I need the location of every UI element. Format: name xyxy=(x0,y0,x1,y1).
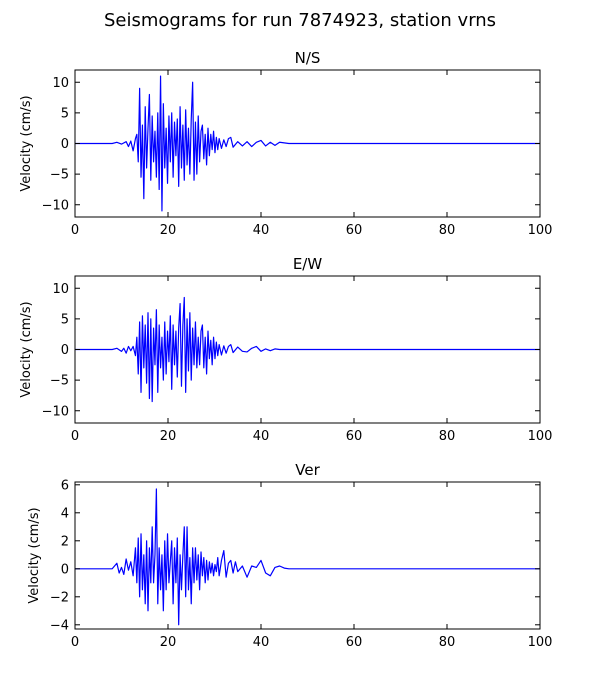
x-tick-label: 80 xyxy=(439,429,456,444)
y-tick-label: 5 xyxy=(61,312,69,327)
x-tick-label: 40 xyxy=(253,223,270,238)
y-axis-label: Velocity (cm/s) xyxy=(19,95,34,191)
y-tick-label: 0 xyxy=(61,562,69,577)
x-tick-label: 80 xyxy=(439,635,456,650)
x-tick-label: 60 xyxy=(346,429,363,444)
x-tick-label: 100 xyxy=(528,635,553,650)
x-tick-label: 60 xyxy=(346,223,363,238)
panel-2: 0 20 40 60 80 100 −4 −2 0 2 4 6 Ver Velocity (cm/s) xyxy=(27,461,552,650)
y-tick-label: 5 xyxy=(61,106,69,121)
x-tick-label: 0 xyxy=(71,635,79,650)
x-tick-label: 40 xyxy=(253,429,270,444)
y-tick-label: −2 xyxy=(50,590,69,605)
plot-frame xyxy=(74,481,541,630)
y-axis-label: Velocity (cm/s) xyxy=(19,301,34,397)
x-tick-label: 20 xyxy=(160,635,177,650)
panel-1: 0 20 40 60 80 100 −10 −5 0 5 10 E/W Velocity (cm/s) xyxy=(19,255,552,444)
y-tick-label: −10 xyxy=(42,404,69,419)
x-tick-label: 40 xyxy=(253,635,270,650)
figure-title: Seismograms for run 7874923, station vrn… xyxy=(103,10,497,31)
series-line xyxy=(75,296,540,403)
y-tick-label: −10 xyxy=(42,198,69,213)
y-tick-label: 10 xyxy=(52,282,69,297)
x-tick-label: 100 xyxy=(528,223,553,238)
y-tick-label: 0 xyxy=(61,343,69,358)
y-tick-label: 0 xyxy=(61,137,69,152)
x-tick-label: 0 xyxy=(71,223,79,238)
y-tick-label: −5 xyxy=(50,168,69,183)
y-tick-label: 4 xyxy=(61,506,69,521)
y-tick-label: −5 xyxy=(50,374,69,389)
x-tick-label: 20 xyxy=(160,223,177,238)
x-tick-label: 0 xyxy=(71,429,79,444)
series-line xyxy=(75,75,540,212)
panel-title: N/S xyxy=(295,49,321,67)
x-tick-label: 60 xyxy=(346,635,363,650)
panel-title: Ver xyxy=(295,461,320,479)
x-tick-label: 20 xyxy=(160,429,177,444)
y-tick-label: −4 xyxy=(50,618,69,633)
y-axis-label: Velocity (cm/s) xyxy=(27,507,42,603)
y-tick-label: 10 xyxy=(52,76,69,91)
panel-0: 0 20 40 60 80 100 −10 −5 0 5 10 N/S Velocity (cm/s) xyxy=(19,49,552,238)
y-tick-label: 6 xyxy=(61,478,69,493)
panel-title: E/W xyxy=(293,255,323,273)
x-tick-label: 80 xyxy=(439,223,456,238)
series-line xyxy=(75,488,540,626)
x-tick-label: 100 xyxy=(528,429,553,444)
y-tick-label: 2 xyxy=(61,534,69,549)
